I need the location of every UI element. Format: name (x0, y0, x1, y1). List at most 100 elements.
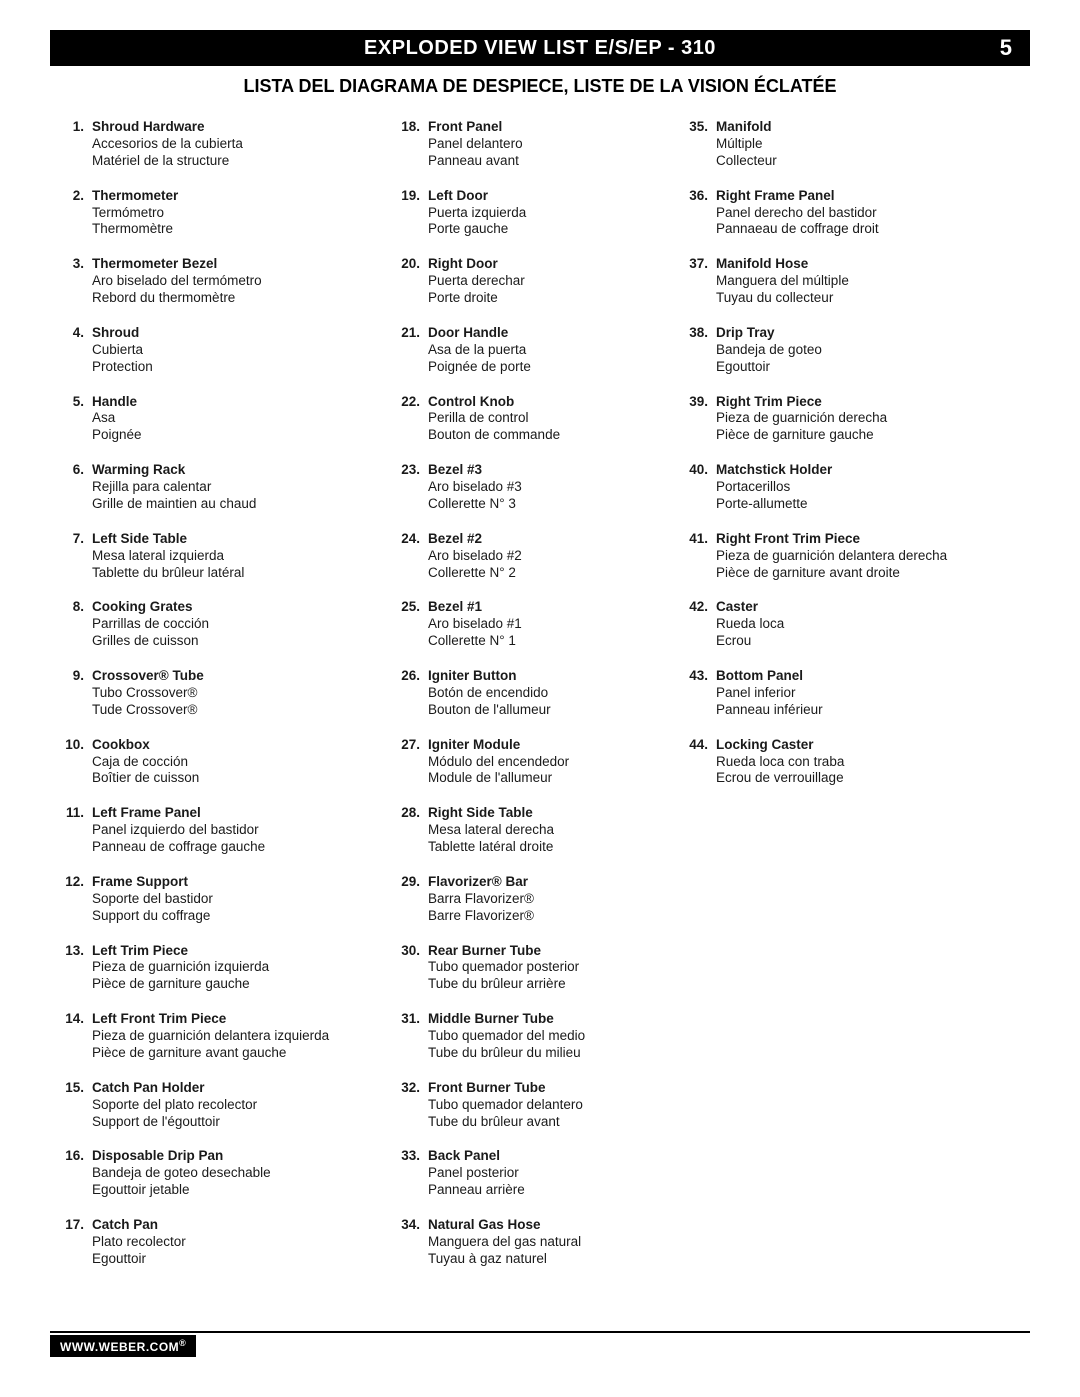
part-body: Bezel #1Aro biselado #1Collerette N° 1 (428, 599, 684, 650)
part-body: Catch Pan HolderSoporte del plato recole… (92, 1080, 396, 1131)
part-item: 1.Shroud HardwareAccesorios de la cubier… (60, 119, 396, 170)
part-number: 19. (396, 188, 428, 239)
footer-text: WWW.WEBER.COM (60, 1340, 179, 1354)
part-french: Egouttoir (716, 359, 1020, 376)
part-body: Crossover® TubeTubo Crossover®Tude Cross… (92, 668, 396, 719)
part-french: Pièce de garniture gauche (92, 976, 396, 993)
part-french: Porte gauche (428, 221, 684, 238)
part-spanish: Panel derecho del bastidor (716, 205, 1020, 222)
part-spanish: Cubierta (92, 342, 396, 359)
part-french: Tuyau à gaz naturel (428, 1251, 684, 1268)
part-body: Front Burner TubeTubo quemador delantero… (428, 1080, 684, 1131)
parts-columns: 1.Shroud HardwareAccesorios de la cubier… (50, 119, 1030, 1286)
part-name: Flavorizer® Bar (428, 874, 684, 891)
part-body: ThermometerTermómetroThermomètre (92, 188, 396, 239)
part-item: 2.ThermometerTermómetroThermomètre (60, 188, 396, 239)
part-number: 11. (60, 805, 92, 856)
part-spanish: Mesa lateral izquierda (92, 548, 396, 565)
part-number: 18. (396, 119, 428, 170)
part-body: Door HandleAsa de la puertaPoignée de po… (428, 325, 684, 376)
part-body: CasterRueda locaEcrou (716, 599, 1020, 650)
part-spanish: Manguera del múltiple (716, 273, 1020, 290)
part-spanish: Perilla de control (428, 410, 684, 427)
part-french: Tube du brûleur avant (428, 1114, 684, 1131)
part-number: 1. (60, 119, 92, 170)
part-french: Support du coffrage (92, 908, 396, 925)
part-french: Porte-allumette (716, 496, 1020, 513)
part-body: Right Trim PiecePieza de guarnición dere… (716, 394, 1020, 445)
part-name: Cookbox (92, 737, 396, 754)
part-spanish: Asa de la puerta (428, 342, 684, 359)
part-item: 6.Warming RackRejilla para calentarGrill… (60, 462, 396, 513)
part-item: 10.CookboxCaja de cocciónBoîtier de cuis… (60, 737, 396, 788)
part-name: Caster (716, 599, 1020, 616)
header-bar: EXPLODED VIEW LIST E/S/EP - 310 5 (50, 30, 1030, 66)
part-number: 17. (60, 1217, 92, 1268)
part-body: Bottom PanelPanel inferiorPanneau inféri… (716, 668, 1020, 719)
part-body: Rear Burner TubeTubo quemador posteriorT… (428, 943, 684, 994)
part-french: Module de l'allumeur (428, 770, 684, 787)
part-item: 8.Cooking GratesParrillas de cocciónGril… (60, 599, 396, 650)
part-name: Manifold Hose (716, 256, 1020, 273)
part-name: Door Handle (428, 325, 684, 342)
part-body: Bezel #2Aro biselado #2Collerette N° 2 (428, 531, 684, 582)
part-french: Tube du brûleur arrière (428, 976, 684, 993)
part-body: Flavorizer® BarBarra Flavorizer®Barre Fl… (428, 874, 684, 925)
part-name: Thermometer (92, 188, 396, 205)
part-body: ShroudCubiertaProtection (92, 325, 396, 376)
part-item: 21.Door HandleAsa de la puertaPoignée de… (396, 325, 684, 376)
part-number: 6. (60, 462, 92, 513)
part-item: 42.CasterRueda locaEcrou (684, 599, 1020, 650)
part-french: Pièce de garniture avant gauche (92, 1045, 396, 1062)
part-body: Middle Burner TubeTubo quemador del medi… (428, 1011, 684, 1062)
part-spanish: Rueda loca con traba (716, 754, 1020, 771)
part-body: Left Frame PanelPanel izquierdo del bast… (92, 805, 396, 856)
part-item: 31.Middle Burner TubeTubo quemador del m… (396, 1011, 684, 1062)
part-spanish: Bandeja de goteo desechable (92, 1165, 396, 1182)
part-name: Right Door (428, 256, 684, 273)
part-number: 4. (60, 325, 92, 376)
part-body: Cooking GratesParrillas de cocciónGrille… (92, 599, 396, 650)
part-number: 21. (396, 325, 428, 376)
part-name: Left Door (428, 188, 684, 205)
part-spanish: Aro biselado del termómetro (92, 273, 396, 290)
part-french: Poignée de porte (428, 359, 684, 376)
part-french: Collerette N° 1 (428, 633, 684, 650)
part-body: Left Side TableMesa lateral izquierdaTab… (92, 531, 396, 582)
part-item: 25.Bezel #1Aro biselado #1Collerette N° … (396, 599, 684, 650)
part-number: 30. (396, 943, 428, 994)
part-spanish: Puerta derechar (428, 273, 684, 290)
part-item: 16.Disposable Drip PanBandeja de goteo d… (60, 1148, 396, 1199)
part-french: Pannaeau de coffrage droit (716, 221, 1020, 238)
part-body: Bezel #3Aro biselado #3Collerette N° 3 (428, 462, 684, 513)
footer-bar: WWW.WEBER.COM® (50, 1331, 1030, 1357)
part-french: Barre Flavorizer® (428, 908, 684, 925)
part-name: Frame Support (92, 874, 396, 891)
part-spanish: Múltiple (716, 136, 1020, 153)
subtitle: LISTA DEL DIAGRAMA DE DESPIECE, LISTE DE… (50, 76, 1030, 97)
part-french: Panneau de coffrage gauche (92, 839, 396, 856)
part-item: 39.Right Trim PiecePieza de guarnición d… (684, 394, 1020, 445)
part-body: Left Front Trim PiecePieza de guarnición… (92, 1011, 396, 1062)
part-number: 27. (396, 737, 428, 788)
part-name: Right Frame Panel (716, 188, 1020, 205)
part-spanish: Tubo quemador posterior (428, 959, 684, 976)
part-name: Shroud Hardware (92, 119, 396, 136)
part-item: 33.Back PanelPanel posteriorPanneau arri… (396, 1148, 684, 1199)
part-number: 12. (60, 874, 92, 925)
part-name: Warming Rack (92, 462, 396, 479)
part-item: 29.Flavorizer® BarBarra Flavorizer®Barre… (396, 874, 684, 925)
part-item: 12.Frame SupportSoporte del bastidorSupp… (60, 874, 396, 925)
footer-url: WWW.WEBER.COM® (50, 1335, 196, 1357)
part-item: 36.Right Frame PanelPanel derecho del ba… (684, 188, 1020, 239)
part-spanish: Bandeja de goteo (716, 342, 1020, 359)
part-french: Panneau inférieur (716, 702, 1020, 719)
part-french: Tablette latéral droite (428, 839, 684, 856)
part-item: 27.Igniter ModuleMódulo del encendedorMo… (396, 737, 684, 788)
part-spanish: Módulo del encendedor (428, 754, 684, 771)
part-name: Right Trim Piece (716, 394, 1020, 411)
part-item: 44.Locking CasterRueda loca con trabaEcr… (684, 737, 1020, 788)
part-number: 40. (684, 462, 716, 513)
part-item: 38.Drip TrayBandeja de goteoEgouttoir (684, 325, 1020, 376)
part-number: 20. (396, 256, 428, 307)
